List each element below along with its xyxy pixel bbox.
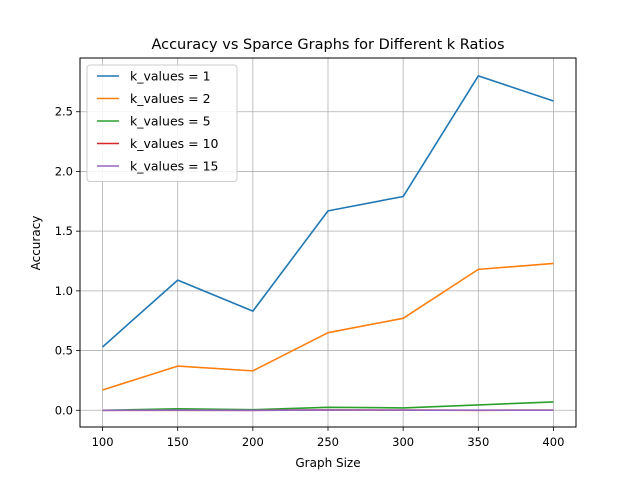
x-tick-label: 200 [242, 435, 264, 449]
y-tick-label: 2.0 [55, 164, 73, 178]
x-tick-label: 350 [467, 435, 489, 449]
chart-title: Accuracy vs Sparce Graphs for Different … [151, 37, 504, 53]
y-axis-label: Accuracy [29, 216, 43, 271]
y-tick-label: 2.5 [55, 105, 73, 119]
x-tick-label: 250 [317, 435, 339, 449]
y-tick-label: 1.0 [55, 284, 73, 298]
y-tick-label: 0.5 [55, 344, 73, 358]
legend-label: k_values = 5 [130, 114, 211, 129]
x-axis-ticks: 100 150 200 250 300 350 400 [92, 427, 564, 449]
y-tick-label: 0.0 [55, 403, 73, 417]
legend-label: k_values = 15 [130, 159, 218, 174]
series-line-1 [102, 75, 554, 348]
legend: k_values = 1 k_values = 2 k_values = 5 k_va… [86, 64, 238, 182]
series-line-2 [102, 262, 554, 391]
series-line-3 [102, 401, 554, 412]
x-tick-label: 300 [392, 435, 414, 449]
y-tick-label: 1.5 [55, 224, 73, 238]
x-tick-label: 100 [92, 435, 114, 449]
series-lines [102, 75, 554, 412]
plot-area-frame [79, 57, 577, 428]
x-tick-label: 400 [542, 435, 564, 449]
y-axis-ticks: 0.0 0.5 1.0 1.5 2.0 2.5 [55, 105, 80, 417]
legend-label: k_values = 1 [130, 69, 211, 84]
legend-label: k_values = 2 [130, 91, 211, 106]
legend-box [86, 64, 238, 182]
legend-label: k_values = 10 [130, 136, 219, 151]
x-axis-label: Graph Size [295, 456, 360, 470]
x-tick-label: 150 [167, 435, 189, 449]
